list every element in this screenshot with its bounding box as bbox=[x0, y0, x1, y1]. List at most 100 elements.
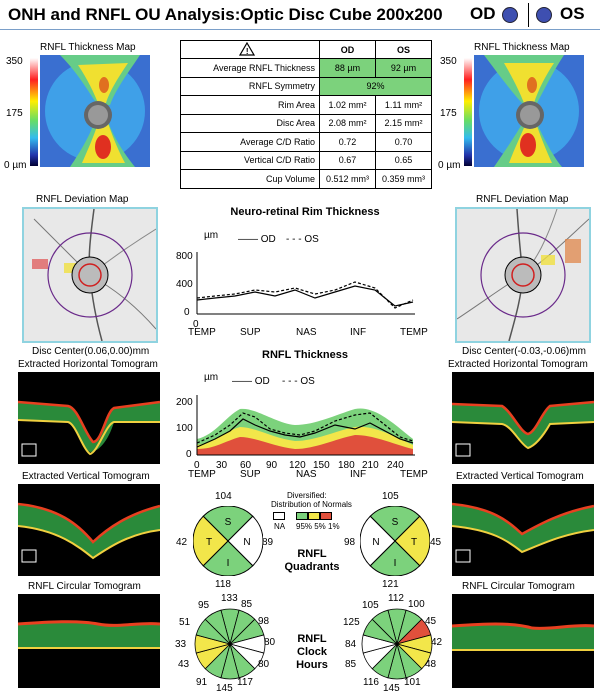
os-clock-hours-pie bbox=[361, 608, 433, 680]
rnfl-xtick-60: 60 bbox=[240, 460, 252, 471]
left-deviation-map bbox=[22, 207, 158, 343]
metrics-table: ! OD OS Average RNFL Thickness 88 µm 92 … bbox=[180, 40, 432, 189]
left-circular-tomogram-title: RNFL Circular Tomogram bbox=[28, 581, 141, 592]
row-avg-rnfl-os: 92 µm bbox=[375, 58, 432, 78]
os-clock-8: 85 bbox=[345, 659, 357, 670]
od-quadrant-i-letter: I bbox=[227, 558, 230, 569]
left-circular-tomogram bbox=[18, 594, 160, 688]
report-title: ONH and RNFL OU Analysis:Optic Disc Cube… bbox=[8, 5, 443, 24]
rim-xlabel-temp1: TEMP bbox=[188, 327, 216, 338]
os-clock-10: 125 bbox=[343, 617, 360, 628]
rnfl-ytick-0: 0 bbox=[186, 449, 192, 460]
rim-chart-unit: µm bbox=[204, 230, 219, 241]
left-scale-mid: 175 bbox=[6, 108, 23, 119]
od-clock-7: 91 bbox=[196, 677, 208, 688]
row-rim-area-od: 1.02 mm² bbox=[319, 95, 376, 115]
rim-xzero: 0 bbox=[193, 319, 199, 330]
row-avg-rnfl-label: Average RNFL Thickness bbox=[180, 58, 320, 78]
left-horizontal-tomogram-title: Extracted Horizontal Tomogram bbox=[18, 359, 158, 370]
right-rnfl-thickness-map bbox=[474, 55, 584, 167]
row-disc-area-label: Disc Area bbox=[180, 113, 320, 133]
os-quadrant-i-value: 121 bbox=[382, 579, 399, 590]
legend-green-swatch bbox=[296, 512, 308, 520]
os-quadrant-t-value: 45 bbox=[430, 537, 442, 548]
row-symmetry-value: 92% bbox=[319, 76, 432, 96]
row-avg-cd-od: 0.72 bbox=[319, 132, 376, 152]
od-clock-5: 117 bbox=[237, 677, 253, 688]
row-cup-volume-od: 0.512 mm³ bbox=[319, 169, 376, 189]
header-bar: ONH and RNFL OU Analysis:Optic Disc Cube… bbox=[0, 0, 600, 30]
os-quadrant-n-value: 98 bbox=[344, 537, 356, 548]
rnfl-chart-title: RNFL Thickness bbox=[262, 349, 348, 361]
clock-title-3: Hours bbox=[296, 659, 328, 671]
left-scale-top: 350 bbox=[6, 56, 23, 67]
row-avg-rnfl-od: 88 µm bbox=[319, 58, 376, 78]
os-clock-4: 48 bbox=[425, 659, 437, 670]
rnfl-ytick-200: 200 bbox=[176, 397, 193, 408]
right-thickness-colorbar bbox=[464, 58, 472, 166]
rim-xlabel-temp2: TEMP bbox=[400, 327, 428, 338]
row-rim-area-os: 1.11 mm² bbox=[375, 95, 432, 115]
table-col-od: OD bbox=[319, 40, 376, 59]
legend-pct-label: 95% 5% 1% bbox=[296, 522, 340, 531]
left-vertical-tomogram-title: Extracted Vertical Tomogram bbox=[22, 471, 150, 482]
rnfl-xlabel-nas: NAS bbox=[296, 469, 317, 480]
od-clock-12: 133 bbox=[221, 593, 238, 604]
row-symmetry-label: RNFL Symmetry bbox=[180, 76, 320, 96]
clock-title-1: RNFL bbox=[297, 633, 327, 645]
row-avg-cd-label: Average C/D Ratio bbox=[180, 132, 320, 152]
quadrants-title-1: RNFL bbox=[297, 548, 327, 560]
rnfl-xtick-210: 210 bbox=[362, 460, 379, 471]
rim-xlabel-nas: NAS bbox=[296, 327, 317, 338]
od-clock-hours-pie bbox=[194, 608, 266, 680]
od-quadrant-t-value: 42 bbox=[176, 537, 188, 548]
rnfl-xtick-90: 90 bbox=[266, 460, 278, 471]
os-clock-5: 101 bbox=[404, 677, 421, 688]
od-clock-6: 145 bbox=[216, 683, 233, 694]
os-clock-7: 116 bbox=[363, 677, 379, 688]
rnfl-xlabel-temp2: TEMP bbox=[400, 469, 428, 480]
left-vertical-tomogram bbox=[18, 484, 160, 576]
right-vertical-tomogram bbox=[452, 484, 594, 576]
od-quadrant-s-letter: S bbox=[225, 517, 232, 528]
right-deviation-map bbox=[455, 207, 591, 343]
os-quadrant-i-letter: I bbox=[394, 558, 397, 569]
rnfl-ytick-100: 100 bbox=[176, 423, 193, 434]
row-vert-cd-od: 0.67 bbox=[319, 150, 376, 170]
rnfl-xtick-120: 120 bbox=[289, 460, 306, 471]
rnfl-xlabel-temp1: TEMP bbox=[188, 469, 216, 480]
right-scale-bottom: 0 µm bbox=[438, 160, 461, 171]
rim-ytick-800: 800 bbox=[176, 251, 193, 262]
left-scale-bottom: 0 µm bbox=[4, 160, 27, 171]
od-clock-2: 98 bbox=[258, 616, 270, 627]
warning-header-cell: ! bbox=[180, 40, 320, 59]
legend-red-swatch bbox=[320, 512, 332, 520]
rnfl-thickness-chart bbox=[196, 395, 415, 456]
od-clock-8: 43 bbox=[178, 659, 190, 670]
rnfl-xtick-150: 150 bbox=[313, 460, 330, 471]
os-clock-3: 42 bbox=[431, 637, 443, 648]
right-deviation-map-title: RNFL Deviation Map bbox=[476, 194, 569, 205]
left-thickness-map-title: RNFL Thickness Map bbox=[40, 42, 136, 53]
od-quadrant-t-letter: T bbox=[206, 537, 212, 548]
od-clock-9: 33 bbox=[175, 639, 187, 650]
row-avg-cd-os: 0.70 bbox=[375, 132, 432, 152]
rim-legend-od: —— OD bbox=[238, 234, 276, 245]
distribution-title-2: Distribution of Normals bbox=[271, 500, 352, 509]
os-quadrant-pie: S N I T bbox=[360, 506, 430, 576]
row-disc-area-od: 2.08 mm² bbox=[319, 113, 376, 133]
od-clock-3: 80 bbox=[264, 637, 276, 648]
od-clock-1: 85 bbox=[241, 599, 253, 610]
row-cup-volume-os: 0.359 mm³ bbox=[375, 169, 432, 189]
rim-thickness-chart bbox=[196, 252, 415, 315]
rnfl-xtick-180: 180 bbox=[338, 460, 355, 471]
rnfl-xtick-30: 30 bbox=[216, 460, 228, 471]
left-disc-center: Disc Center(0.06,0.00)mm bbox=[32, 346, 150, 357]
left-horizontal-tomogram bbox=[18, 372, 160, 464]
row-vert-cd-label: Vertical C/D Ratio bbox=[180, 150, 320, 170]
od-eye-dot-icon bbox=[502, 7, 518, 23]
table-col-os: OS bbox=[375, 40, 432, 59]
header-divider bbox=[528, 3, 529, 27]
legend-na-label: NA bbox=[274, 522, 286, 531]
rnfl-legend-od: —— OD bbox=[232, 376, 270, 387]
